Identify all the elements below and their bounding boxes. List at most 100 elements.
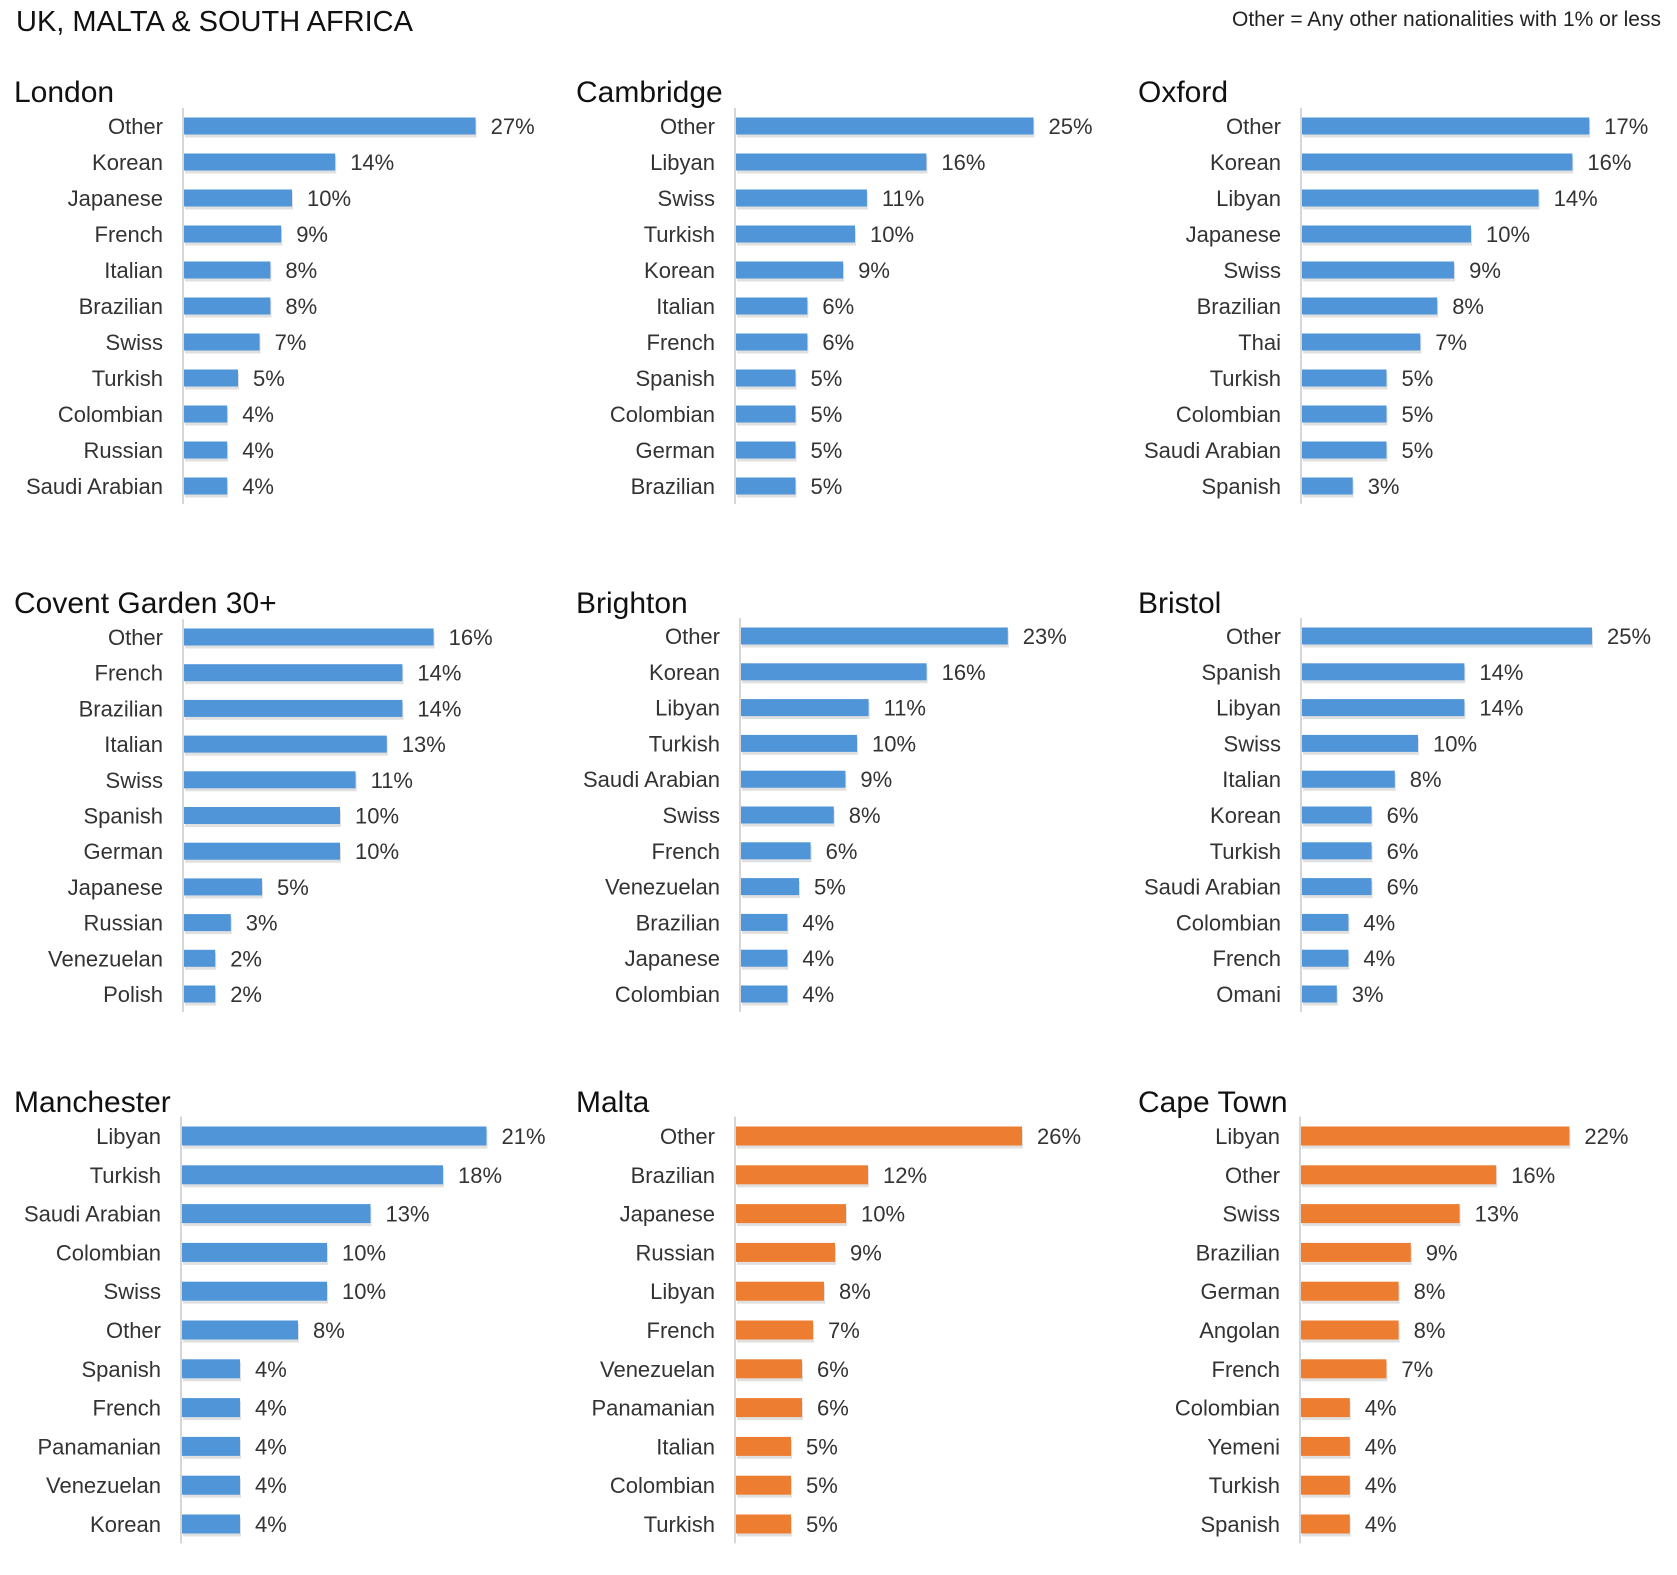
bar-libyan xyxy=(1301,1126,1570,1146)
bar-other xyxy=(184,628,434,646)
value-label: 10% xyxy=(872,731,916,756)
bar-russian xyxy=(184,441,228,459)
category-label: Angolan xyxy=(1199,1318,1280,1343)
chart-title: Cambridge xyxy=(576,76,723,109)
bar-brazilian xyxy=(184,699,403,717)
value-label: 10% xyxy=(870,222,914,247)
category-label: Colombian xyxy=(1176,402,1281,427)
value-label: 4% xyxy=(1365,1434,1397,1459)
bar-swiss xyxy=(184,333,260,351)
bar-turkish xyxy=(184,369,238,387)
bar-japanese xyxy=(741,949,788,967)
category-label: Colombian xyxy=(58,402,163,427)
value-label: 13% xyxy=(1475,1202,1519,1227)
bar-other xyxy=(736,1126,1022,1146)
category-label: Libyan xyxy=(96,1124,161,1149)
chart-title: Manchester xyxy=(14,1086,171,1119)
page-title: UK, MALTA & SOUTH AFRICA xyxy=(16,6,413,38)
value-label: 5% xyxy=(277,875,309,900)
category-label: Spanish xyxy=(1201,474,1281,499)
value-label: 12% xyxy=(883,1163,927,1188)
value-label: 8% xyxy=(1452,294,1484,319)
bar-swiss xyxy=(1302,261,1455,279)
category-label: Colombian xyxy=(1175,1396,1280,1421)
chart-bristol: Bristol Other 25% Spanish 14% Libyan 14% Swiss… xyxy=(1138,587,1658,1024)
category-label: Saudi Arabian xyxy=(583,767,720,792)
value-label: 11% xyxy=(884,696,926,721)
category-label: Italian xyxy=(104,732,163,757)
bar-chart: Other 23% Korean 16% Libyan 11% Turkish 10% Saud… xyxy=(583,618,1067,1012)
category-label: Libyan xyxy=(650,1279,715,1304)
value-label: 10% xyxy=(355,804,399,829)
bar-spanish xyxy=(1301,1514,1350,1534)
bar-japanese xyxy=(1302,225,1471,243)
bar-italian xyxy=(736,297,808,315)
bar-omani xyxy=(1302,985,1337,1003)
bar-other xyxy=(1302,627,1592,645)
value-label: 6% xyxy=(822,294,854,319)
bar-venezuelan xyxy=(184,949,216,967)
bar-colombian xyxy=(1301,1398,1350,1418)
value-label: 9% xyxy=(850,1240,882,1265)
category-label: Russian xyxy=(636,1240,715,1265)
chart-title: Cape Town xyxy=(1138,1086,1288,1119)
bar-swiss xyxy=(182,1281,327,1301)
chart-malta: Malta Other 26% Brazilian 12% Japanese 10% Rus… xyxy=(576,1086,1096,1554)
value-label: 4% xyxy=(1365,1396,1397,1421)
category-label: Spanish xyxy=(81,1357,161,1382)
bar-french xyxy=(736,1320,813,1340)
value-label: 5% xyxy=(806,1512,838,1537)
value-label: 5% xyxy=(811,474,843,499)
chart-title: Brighton xyxy=(576,587,688,620)
value-label: 6% xyxy=(1387,839,1419,864)
category-label: Venezuelan xyxy=(605,875,720,900)
category-label: Korean xyxy=(644,258,715,283)
value-label: 3% xyxy=(246,911,278,936)
value-label: 6% xyxy=(826,839,858,864)
value-label: 16% xyxy=(1511,1163,1555,1188)
chart-title: London xyxy=(14,76,115,109)
bar-polish xyxy=(184,985,216,1003)
value-label: 4% xyxy=(255,1512,287,1537)
bar-japanese xyxy=(184,878,262,896)
chart-brighton: Brighton Other 23% Korean 16% Libyan 11% Turki… xyxy=(576,587,1096,1024)
chart-covent-garden: Covent Garden 30+ Other 16% French 14% Brazi… xyxy=(14,587,534,1024)
category-label: Turkish xyxy=(644,1512,715,1537)
category-label: Swiss xyxy=(663,803,720,828)
category-label: Japanese xyxy=(1186,222,1281,247)
value-label: 6% xyxy=(817,1396,849,1421)
bar-panamanian xyxy=(182,1436,240,1456)
bar-turkish xyxy=(736,225,855,243)
bar-brazilian xyxy=(1301,1242,1411,1262)
value-label: 23% xyxy=(1023,624,1067,649)
bar-turkish xyxy=(1301,1475,1350,1495)
category-label: Other xyxy=(108,114,163,139)
value-label: 4% xyxy=(802,946,834,971)
bar-panamanian xyxy=(736,1398,802,1418)
bar-other xyxy=(1301,1165,1497,1185)
value-label: 5% xyxy=(811,402,843,427)
value-label: 5% xyxy=(811,438,843,463)
category-label: Other xyxy=(660,114,715,139)
category-label: French xyxy=(95,661,163,686)
category-label: Colombian xyxy=(1176,910,1281,935)
value-label: 5% xyxy=(1402,366,1434,391)
value-label: 26% xyxy=(1037,1124,1081,1149)
bar-korean xyxy=(736,261,844,279)
value-label: 6% xyxy=(1387,803,1419,828)
value-label: 13% xyxy=(386,1202,430,1227)
value-label: 14% xyxy=(1479,660,1523,685)
bar-french xyxy=(184,664,403,682)
bar-swiss xyxy=(184,771,356,789)
value-label: 9% xyxy=(860,767,892,792)
value-label: 4% xyxy=(255,1473,287,1498)
value-label: 13% xyxy=(402,732,446,757)
bar-brazilian xyxy=(741,913,788,931)
value-label: 17% xyxy=(1604,114,1648,139)
value-label: 8% xyxy=(1410,767,1442,792)
category-label: French xyxy=(1213,946,1281,971)
category-label: German xyxy=(636,438,715,463)
category-label: French xyxy=(652,839,720,864)
value-label: 16% xyxy=(942,660,986,685)
category-label: Korean xyxy=(90,1512,161,1537)
